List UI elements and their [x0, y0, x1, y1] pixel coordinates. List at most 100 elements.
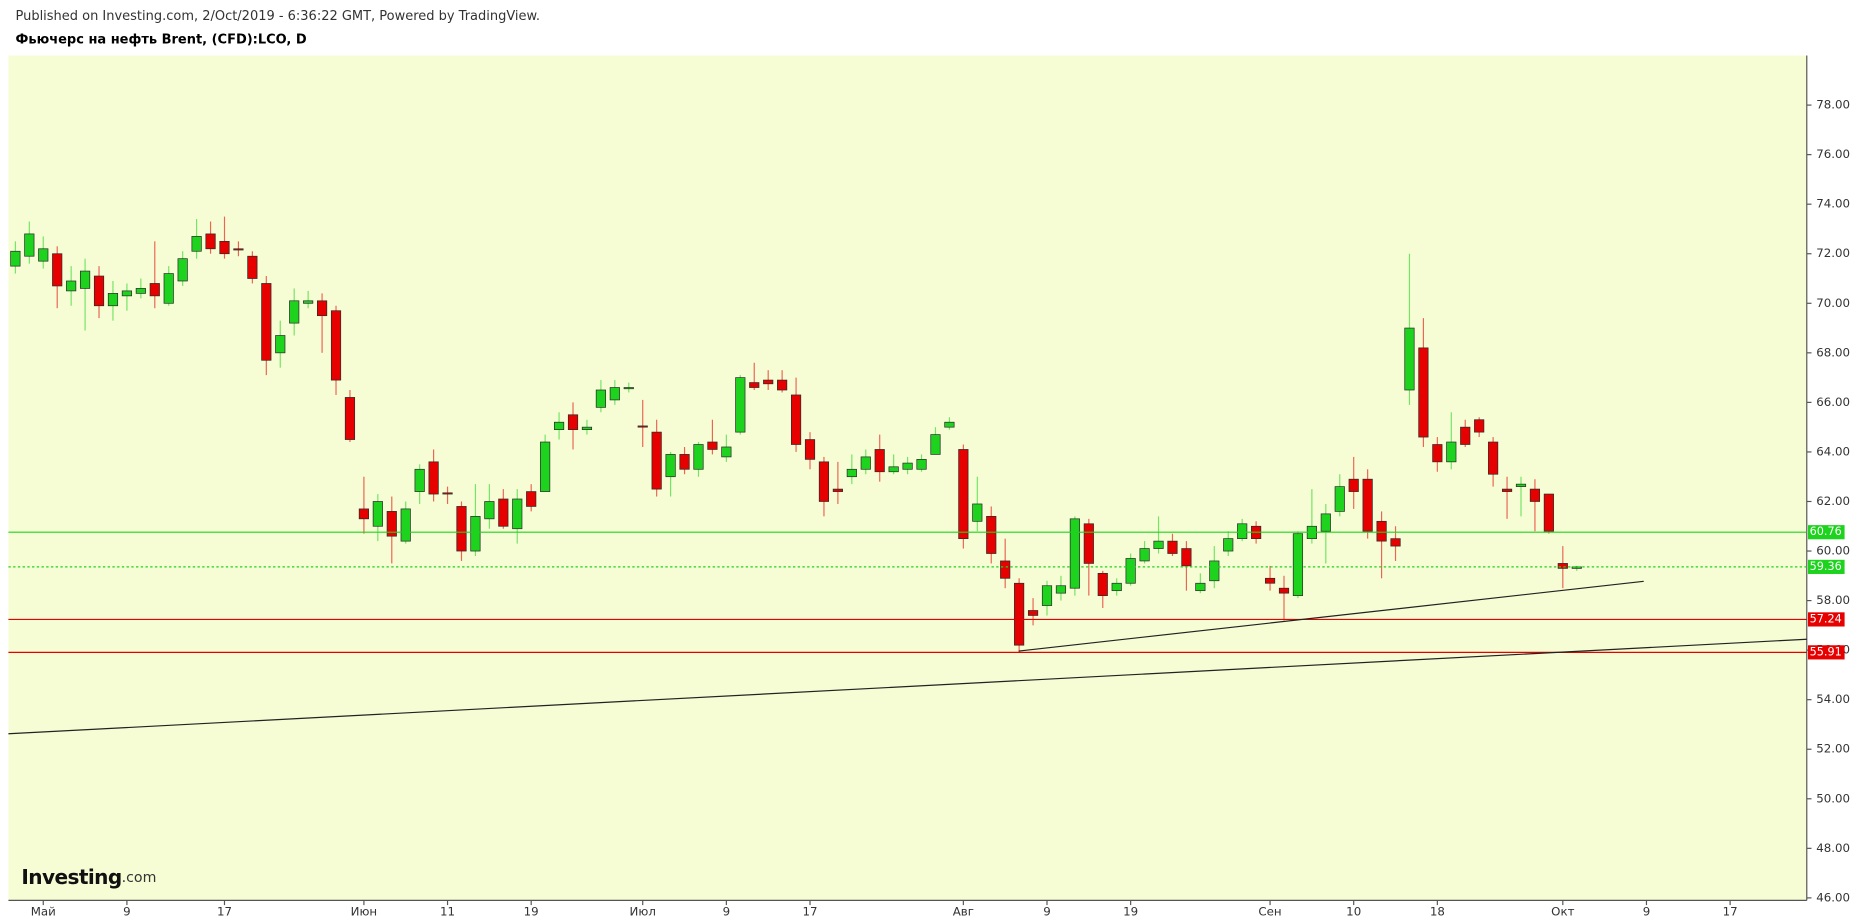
candle-body [1348, 478, 1359, 492]
candle-body [916, 459, 927, 470]
candle-body [1181, 548, 1192, 567]
candle-body [707, 441, 718, 450]
candle-body [316, 300, 328, 317]
candle-body [832, 488, 843, 492]
x-tick-label: 17 [1723, 905, 1738, 919]
candle-body [1376, 520, 1387, 542]
candle-body [1390, 538, 1401, 547]
candle-body [540, 441, 551, 492]
candle-body [972, 503, 983, 522]
candle-body [275, 335, 286, 354]
candle-body [874, 449, 885, 473]
x-tick-label: 19 [1123, 905, 1138, 919]
candle-body [846, 468, 857, 478]
candle-body [749, 382, 760, 388]
candle-body [1209, 560, 1220, 582]
candle-body [1446, 441, 1457, 463]
x-tick-label: Июл [630, 905, 656, 919]
logo-suffix: .com [122, 870, 157, 886]
candle-body [1515, 483, 1527, 487]
y-tick-label: 74.00 [1816, 197, 1850, 211]
candle-body [1292, 533, 1304, 596]
candle-body [163, 273, 174, 304]
candle-body [1460, 426, 1471, 445]
candle-body [372, 501, 383, 527]
candle-body [80, 270, 91, 289]
marks: 46.0048.0050.0052.0054.0056.0058.0060.00… [8, 98, 1850, 919]
candle-body [191, 236, 202, 252]
candle-body [1111, 582, 1122, 592]
x-tick-label: Июн [351, 905, 377, 919]
candle-body [1069, 518, 1080, 589]
candle-body [1543, 493, 1554, 532]
candle-body [121, 290, 132, 297]
chart-title: Фьючерс на нефть Brent, (CFD):LCO, D [15, 33, 306, 48]
candle-body [1223, 538, 1234, 552]
candle-body [400, 508, 411, 542]
candle-body [442, 492, 453, 495]
candle-body [1125, 558, 1136, 584]
candle-body [1264, 577, 1276, 584]
candle-body [1432, 444, 1443, 463]
x-tick-label: Сен [1258, 905, 1281, 919]
candle-body [66, 280, 77, 292]
candle-body [456, 506, 467, 552]
candle-body [1237, 523, 1248, 540]
plot-area [8, 55, 1807, 901]
y-tick-label: 58.00 [1816, 593, 1850, 607]
x-tick-label: Авг [953, 905, 974, 919]
candle-body [330, 310, 342, 381]
y-tick-label: 62.00 [1816, 494, 1850, 508]
candle-body [289, 300, 300, 324]
candle-body [1000, 560, 1011, 579]
candle-body [358, 508, 369, 520]
price-label: 59.36 [1810, 560, 1842, 573]
price-label-box [1807, 645, 1845, 660]
x-tick-label: 9 [723, 905, 731, 919]
x-tick-label: 17 [217, 905, 232, 919]
x-tick-label: 10 [1346, 905, 1361, 919]
candle-body [526, 491, 537, 507]
candle-body [1571, 566, 1582, 569]
candle-body [888, 466, 899, 473]
candle-body [247, 255, 258, 279]
candle-body [38, 248, 49, 262]
candle-body [567, 414, 579, 430]
trend-line [8, 638, 1807, 735]
candle-body [1055, 585, 1067, 594]
candle-body [693, 444, 704, 470]
candle-body [428, 461, 439, 495]
candle-body [1195, 582, 1206, 592]
candle-body [581, 426, 593, 430]
candle-body [1320, 513, 1331, 532]
candle-body [553, 421, 565, 430]
candle-body [24, 233, 35, 257]
candle-body [763, 379, 774, 385]
candle-body [958, 449, 969, 540]
candle-body [1334, 486, 1345, 512]
candle-body [233, 248, 244, 251]
y-tick-label: 72.00 [1816, 246, 1850, 260]
price-label: 57.24 [1810, 612, 1842, 625]
candle-body [777, 379, 788, 391]
candle-body [1418, 347, 1429, 438]
candle-body [512, 498, 523, 530]
price-label: 55.91 [1810, 645, 1842, 658]
candle-body [1278, 587, 1290, 594]
candle-body [386, 511, 397, 537]
x-tick-label: Окт [1551, 905, 1574, 919]
candle-body [205, 233, 216, 250]
y-tick-label: 70.00 [1816, 296, 1850, 310]
candle-body [665, 454, 676, 478]
x-tick-label: 17 [803, 905, 818, 919]
candle-body [107, 293, 119, 307]
x-tick-label: 18 [1430, 905, 1445, 919]
candle-body [986, 515, 997, 554]
candle-body [790, 394, 802, 445]
trend-line [1018, 580, 1644, 652]
y-tick-label: 46.00 [1816, 890, 1850, 904]
candle-body [930, 434, 941, 455]
candle-body [1097, 572, 1108, 596]
candle-body [1014, 582, 1025, 646]
candle-body [1139, 548, 1150, 562]
